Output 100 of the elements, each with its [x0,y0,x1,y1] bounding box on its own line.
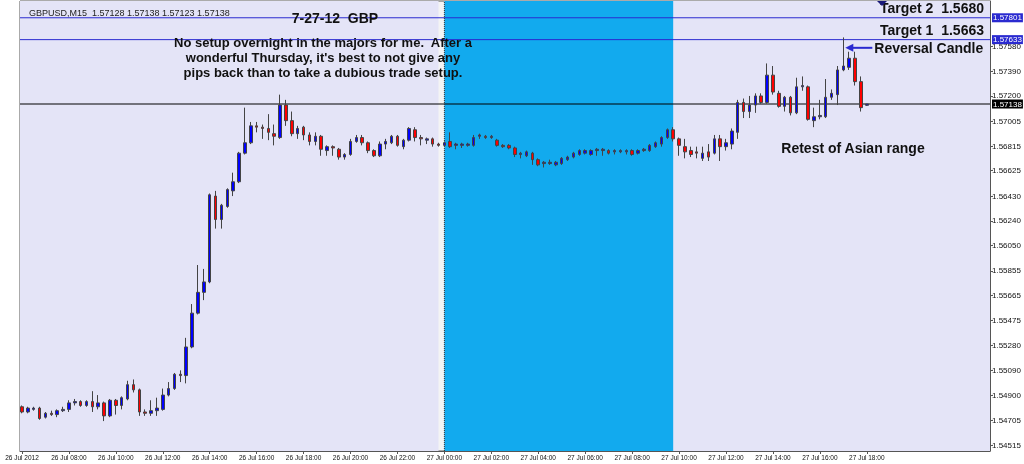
candlestick [349,138,352,157]
candlestick [589,148,593,157]
candlestick [830,88,833,101]
candlestick [613,148,616,155]
candlestick [337,147,341,161]
candlestick [660,135,663,148]
candlestick [314,131,317,146]
y-tick-label: 1.57390 [992,66,1022,76]
candlestick [402,138,405,150]
candlestick [143,408,147,417]
candlestick [73,398,77,406]
candlestick [695,146,698,159]
candlestick [472,134,475,148]
candlestick [836,65,839,106]
candlestick [531,151,534,166]
candlestick [343,152,346,161]
candlestick [167,381,170,397]
y-tick-label: 1.56050 [992,241,1022,251]
candlestick [419,134,423,146]
candlestick [102,401,106,422]
candlestick [85,399,88,408]
y-tick-label: 1.55475 [992,315,1022,325]
candlestick [161,388,165,412]
candlestick [630,148,634,157]
candlestick [542,160,546,168]
annotation: Target 2 1.5680 [879,0,985,16]
candlestick [214,190,217,230]
candlestick [572,151,575,159]
candlestick [454,142,458,150]
candlestick [801,75,804,92]
candlestick [308,131,311,146]
candlestick [765,62,769,105]
candlestick [677,137,681,157]
candlestick [689,146,693,158]
candlestick [478,133,481,140]
candlestick [226,187,229,209]
candlestick [625,148,628,155]
candlestick [355,134,358,144]
candlestick [824,78,827,119]
candlestick [296,125,299,140]
candlestick [126,380,129,401]
candlestick [583,148,587,155]
candlestick [79,399,82,408]
candlestick [44,411,47,419]
y-tick-label: 1.54705 [992,415,1022,425]
candlestick [847,51,851,71]
candlestick [67,399,71,413]
candlestick [208,192,211,284]
candlestick [648,143,651,153]
y-tick-label: 1.55280 [992,341,1022,351]
candlestick [437,142,440,148]
candlestick [607,148,610,155]
candlestick [507,143,511,150]
ref-line-label: 1.57138 [993,99,1023,109]
candlestick [783,95,786,113]
annotation: Retest of Asian range [781,139,925,156]
y-tick-label: 1.55665 [992,291,1022,301]
candlestick [20,404,24,414]
candlestick [243,107,247,155]
candlestick [61,406,65,413]
candlestick [701,146,704,162]
ref-line-label: 1.57633 [993,35,1023,45]
y-tick-label: 1.57005 [992,116,1022,126]
candlestick [636,148,640,155]
candlestick [724,138,728,152]
candlestick [38,406,41,421]
candlestick [513,146,517,158]
candlestick [654,140,657,149]
candlestick [707,143,710,162]
candlestick [759,92,763,105]
candlestick [138,388,141,417]
y-tick-label: 1.56430 [992,191,1022,201]
y-tick-label: 1.54900 [992,390,1022,400]
candlestick [278,94,282,140]
candlestick [425,137,429,145]
candlestick [237,151,241,184]
candlestick [683,138,687,159]
candlestick [231,172,235,197]
candlestick [548,159,552,166]
candlestick [460,142,464,149]
candlestick [818,99,822,120]
candlestick [789,95,792,116]
candlestick [325,144,329,157]
candlestick [554,160,558,167]
candlestick [642,147,646,153]
candlestick [484,134,487,140]
candlestick [302,125,305,141]
candlestick [431,137,434,148]
candlestick [748,95,751,119]
candlestick [601,147,605,157]
candlestick [26,406,30,414]
candlestick [55,408,59,418]
candlestick [32,406,35,412]
candlestick [50,410,53,417]
candlestick [536,157,540,167]
candlestick [777,90,781,109]
candlestick [267,113,270,141]
candlestick [384,138,387,150]
candlestick [666,127,669,140]
candlestick [771,65,775,96]
